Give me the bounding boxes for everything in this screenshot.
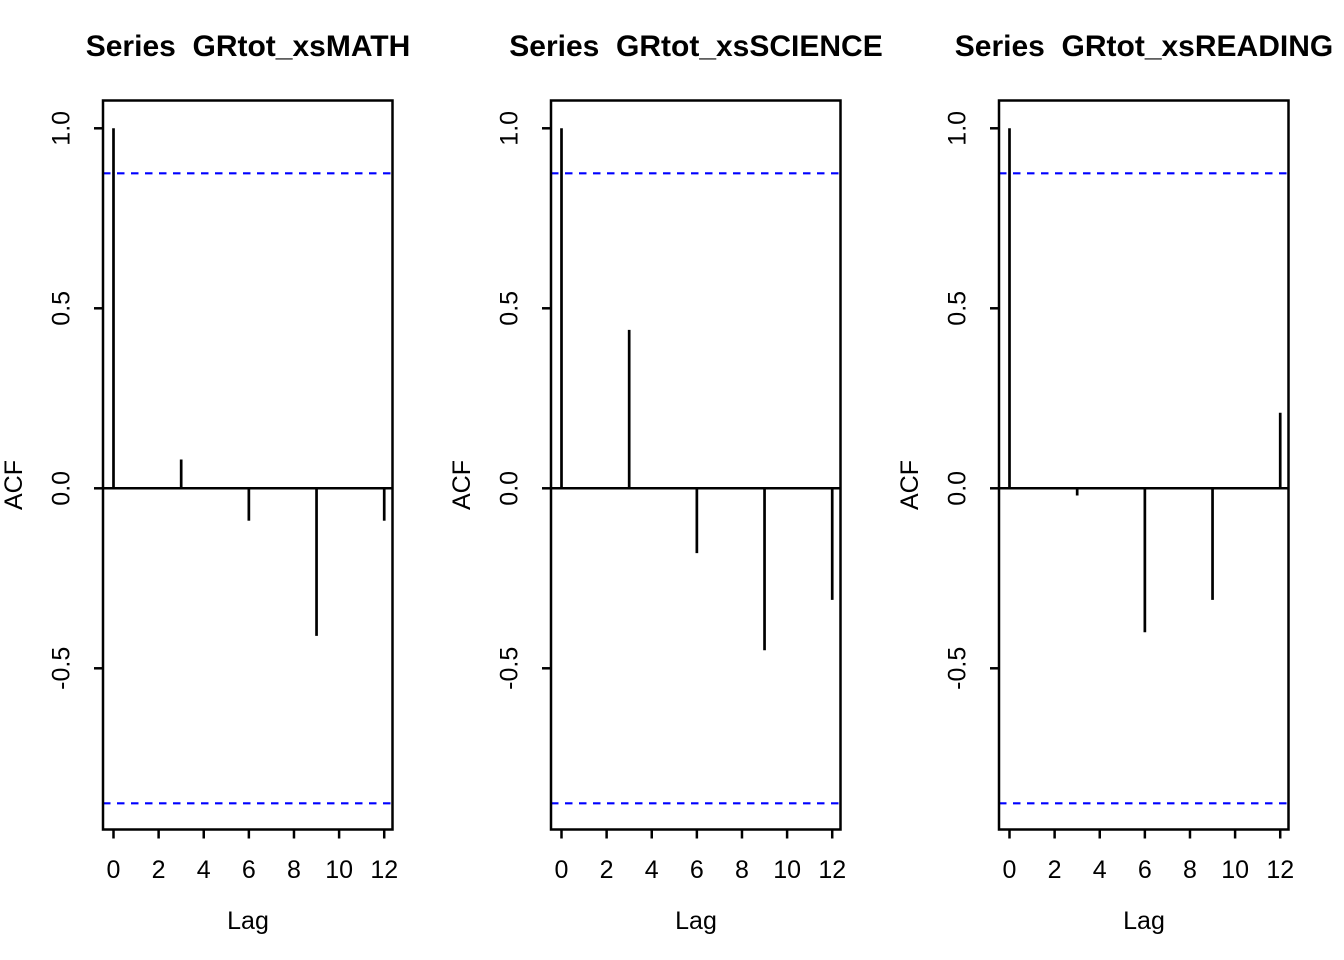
acf-panel-science: Series GRtot_xsSCIENCE Lag ACF 0 2 4 6 8 10 12… bbox=[448, 0, 896, 960]
x-tick-label-4: 4 bbox=[1093, 856, 1107, 884]
y-axis-title: ACF bbox=[448, 460, 476, 510]
plot-area: 0 2 4 6 8 10 12 1.0 0.5 0.0 -0.5 bbox=[496, 99, 846, 884]
panel-title: Series GRtot_xsREADING bbox=[955, 30, 1333, 63]
plot-box bbox=[997, 99, 1290, 831]
x-tick-label-10: 10 bbox=[325, 856, 353, 884]
acf-panel-reading: Series GRtot_xsREADING Lag ACF 0 2 4 6 8 10 12… bbox=[896, 0, 1344, 960]
y-tick-label-0.5: 0.5 bbox=[944, 291, 972, 326]
x-axis-title: Lag bbox=[1123, 907, 1165, 935]
x-tick-label-4: 4 bbox=[197, 856, 211, 884]
y-tick-label--0.5: -0.5 bbox=[944, 647, 972, 690]
y-axis-title: ACF bbox=[896, 460, 924, 510]
y-tick-label-0.5: 0.5 bbox=[48, 291, 76, 326]
panel-title: Series GRtot_xsSCIENCE bbox=[509, 30, 882, 63]
plot-box bbox=[549, 99, 842, 831]
x-axis-title: Lag bbox=[675, 907, 717, 935]
x-tick-label-8: 8 bbox=[1183, 856, 1197, 884]
acf-plot-reading: Series GRtot_xsREADING Lag ACF 0 2 4 6 8 10 12… bbox=[896, 30, 1333, 935]
y-tick-label-0.0: 0.0 bbox=[48, 471, 76, 506]
y-tick-label-1.0: 1.0 bbox=[496, 111, 524, 146]
x-tick-label-0: 0 bbox=[555, 856, 569, 884]
y-tick-label-1.0: 1.0 bbox=[48, 111, 76, 146]
x-tick-label-2: 2 bbox=[1048, 856, 1062, 884]
x-tick-label-12: 12 bbox=[818, 856, 846, 884]
plot-area: 0 2 4 6 8 10 12 1.0 0.5 0.0 -0.5 bbox=[944, 99, 1294, 884]
x-tick-label-10: 10 bbox=[1221, 856, 1249, 884]
x-tick-label-12: 12 bbox=[370, 856, 398, 884]
x-tick-label-8: 8 bbox=[735, 856, 749, 884]
x-tick-label-4: 4 bbox=[645, 856, 659, 884]
y-axis-title: ACF bbox=[0, 460, 28, 510]
y-tick-label-0.5: 0.5 bbox=[496, 291, 524, 326]
x-tick-label-2: 2 bbox=[152, 856, 166, 884]
x-tick-label-12: 12 bbox=[1266, 856, 1294, 884]
x-tick-label-6: 6 bbox=[242, 856, 256, 884]
y-tick-label-0.0: 0.0 bbox=[496, 471, 524, 506]
y-tick-label-0.0: 0.0 bbox=[944, 471, 972, 506]
y-tick-label--0.5: -0.5 bbox=[496, 647, 524, 690]
acf-plot-math: Series GRtot_xsMATH Lag ACF 0 2 4 6 8 10 12 1.0… bbox=[0, 30, 411, 935]
x-tick-label-8: 8 bbox=[287, 856, 301, 884]
x-tick-label-2: 2 bbox=[600, 856, 614, 884]
y-tick-label-1.0: 1.0 bbox=[944, 111, 972, 146]
x-tick-label-10: 10 bbox=[773, 856, 801, 884]
x-tick-label-6: 6 bbox=[1138, 856, 1152, 884]
x-tick-label-0: 0 bbox=[1003, 856, 1017, 884]
acf-panel-math: Series GRtot_xsMATH Lag ACF 0 2 4 6 8 10 12 1.0… bbox=[0, 0, 448, 960]
x-tick-label-0: 0 bbox=[107, 856, 121, 884]
plot-area: 0 2 4 6 8 10 12 1.0 0.5 0.0 -0.5 bbox=[48, 99, 398, 884]
x-tick-label-6: 6 bbox=[690, 856, 704, 884]
x-axis-title: Lag bbox=[227, 907, 269, 935]
plot-box bbox=[101, 99, 394, 831]
acf-plot-science: Series GRtot_xsSCIENCE Lag ACF 0 2 4 6 8 10 12… bbox=[448, 30, 883, 935]
y-tick-label--0.5: -0.5 bbox=[48, 647, 76, 690]
panel-title: Series GRtot_xsMATH bbox=[86, 30, 411, 63]
